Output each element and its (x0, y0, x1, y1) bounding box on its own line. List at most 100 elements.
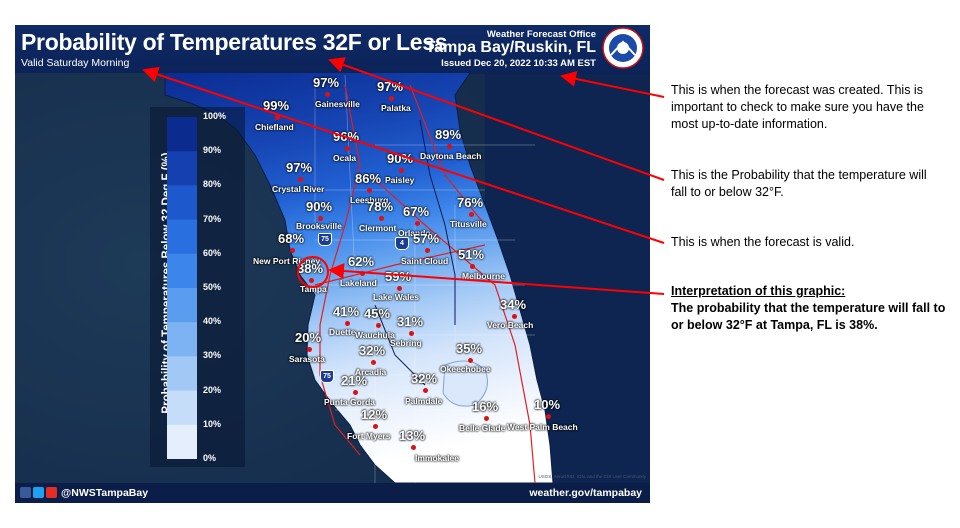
city-label: Ocala (333, 153, 357, 163)
legend: Probability of Temperatures Below 32 Deg… (150, 107, 245, 467)
note-probability: This is the Probability that the tempera… (671, 168, 927, 199)
interpretation-body: The probability that the temperature wil… (671, 301, 946, 332)
city-marker (298, 177, 303, 182)
city-marker (345, 321, 350, 326)
city-marker (307, 347, 312, 352)
legend-tick-label: 0% (203, 453, 217, 463)
probability-value: 13% (399, 428, 426, 443)
city-marker (470, 264, 475, 269)
probability-value: 32% (359, 343, 386, 358)
legend-color-bar (167, 117, 197, 459)
forecast-graphic: Probability of Temperatures 32F or Less … (15, 25, 650, 503)
city-label: Paisley (385, 175, 415, 185)
major-highways (314, 84, 536, 484)
probability-value: 90% (306, 199, 333, 214)
probability-value: 78% (367, 199, 394, 214)
probability-value: 31% (397, 314, 424, 329)
note-interpretation: Interpretation of this graphic: The prob… (671, 283, 946, 334)
probability-value: 41% (333, 304, 360, 319)
legend-swatch (167, 390, 197, 426)
legend-swatch (167, 185, 197, 221)
city-marker (546, 414, 551, 419)
legend-tick-label: 20% (203, 384, 222, 395)
probability-value: 45% (364, 306, 391, 321)
city-marker (512, 314, 517, 319)
map-credits: USGS, AeroGRID, IGN, and the GIS User Co… (538, 474, 646, 479)
legend-tick-label: 30% (203, 350, 222, 361)
city-marker (275, 115, 280, 120)
probability-value: 99% (263, 98, 290, 113)
city-label: Saint Cloud (401, 256, 449, 266)
city-marker (409, 331, 414, 336)
interpretation-heading: Interpretation of this graphic: (671, 284, 846, 298)
city-label: Sarasota (289, 354, 325, 364)
city-marker (325, 92, 330, 97)
city-label: Chiefland (255, 122, 294, 132)
city-marker (484, 416, 489, 421)
city-label: Crystal River (272, 184, 325, 194)
city-marker (469, 212, 474, 217)
city-label: Belle Glade (459, 423, 506, 433)
city-marker (376, 323, 381, 328)
city-label: Immokalee (415, 453, 459, 463)
youtube-icon[interactable] (46, 487, 57, 498)
probability-value: 67% (403, 204, 430, 219)
city-label: Brooksville (296, 221, 342, 231)
probability-value: 35% (456, 341, 483, 356)
city-label: Clermont (359, 223, 397, 233)
city-marker (399, 168, 404, 173)
probability-value: 89% (435, 127, 462, 142)
probability-value: 32% (411, 371, 438, 386)
interstate-shield-icon: 75 (318, 233, 332, 246)
probability-value: 10% (534, 397, 561, 412)
city-label: Sebring (390, 338, 422, 348)
legend-tick-label: 40% (203, 316, 222, 327)
city-label: Okeechobee (440, 364, 491, 374)
interstate-shield-icon: 4 (395, 237, 409, 250)
city-label: Titusville (450, 219, 487, 229)
legend-tick-label: 100% (203, 111, 227, 121)
probability-value: 57% (413, 231, 440, 246)
city-marker (379, 216, 384, 221)
legend-tick-label: 10% (203, 418, 222, 429)
city-label: Vero Beach (487, 320, 534, 330)
city-label: Lakeland (340, 278, 377, 288)
website-link[interactable]: weather.gov/tampabay (529, 487, 642, 499)
city-label: Palatka (381, 103, 411, 113)
legend-swatch (167, 151, 197, 186)
city-label: Fort Myers (347, 431, 391, 441)
city-label: Tampa (300, 284, 327, 294)
legend-tick-label: 90% (203, 145, 222, 156)
probability-value: 34% (500, 297, 527, 312)
city-label: Punta Gorda (324, 397, 376, 407)
city-marker (411, 445, 416, 450)
note-valid: This is when the forecast is valid. (671, 235, 855, 249)
legend-tick-label: 50% (203, 282, 222, 292)
legend-swatch (167, 253, 197, 289)
city-marker (367, 188, 372, 193)
city-marker (389, 96, 394, 101)
legend-tick-label: 60% (203, 247, 222, 258)
city-label: Arcadia (355, 367, 387, 377)
office-name: Tampa Bay/Ruskin, FL (425, 39, 596, 56)
footer-bar: @NWSTampaBay weather.gov/tampabay (15, 483, 650, 503)
facebook-icon[interactable] (20, 487, 31, 498)
city-marker (415, 221, 420, 226)
legend-swatch (167, 117, 197, 152)
probability-value: 62% (348, 254, 375, 269)
social-handle[interactable]: @NWSTampaBay (61, 487, 149, 499)
legend-swatch (167, 322, 197, 357)
city-marker (468, 358, 473, 363)
city-label: Palmdale (405, 396, 443, 406)
twitter-icon[interactable] (33, 487, 44, 498)
probability-value: 86% (355, 171, 382, 186)
probability-value: 97% (286, 160, 313, 175)
page-title: Probability of Temperatures 32F or Less (21, 29, 448, 55)
nws-logo-icon[interactable] (602, 27, 644, 69)
probability-value: 90% (387, 151, 414, 166)
probability-value: 12% (361, 407, 388, 422)
legend-swatch (167, 424, 197, 459)
probability-value: 51% (458, 247, 485, 262)
probability-value: 59% (385, 269, 412, 284)
legend-tick-label: 70% (203, 213, 222, 224)
